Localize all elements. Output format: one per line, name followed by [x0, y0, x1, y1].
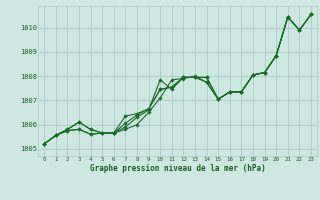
X-axis label: Graphe pression niveau de la mer (hPa): Graphe pression niveau de la mer (hPa)	[90, 164, 266, 173]
